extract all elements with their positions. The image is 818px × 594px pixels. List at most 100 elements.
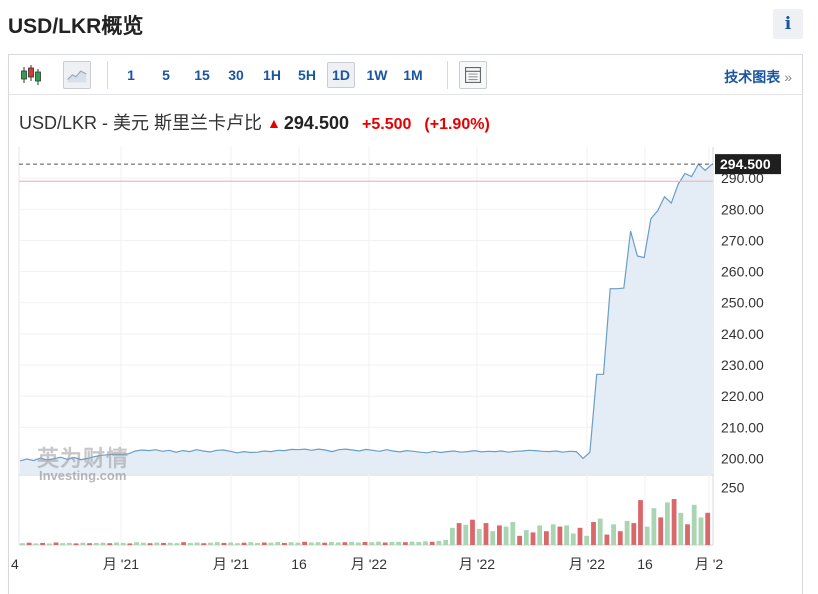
y-tick-label: 270.00 — [721, 232, 764, 248]
volume-bar — [503, 526, 509, 545]
period-button-1[interactable]: 1 — [127, 67, 135, 83]
x-tick-label: 月 '21 — [213, 556, 249, 572]
volume-bar — [221, 542, 227, 545]
volume-bar — [154, 542, 160, 545]
volume-bar — [161, 542, 166, 545]
period-button-1d[interactable]: 1D — [327, 62, 355, 88]
volume-bar — [570, 533, 576, 545]
x-tick-label: 月 '22 — [351, 556, 387, 572]
candlestick-chart-icon[interactable] — [17, 61, 45, 89]
last-price: 294.500 — [283, 113, 349, 133]
volume-bar — [463, 524, 469, 545]
x-tick-label: 16 — [637, 556, 653, 572]
volume-bar — [396, 541, 401, 545]
volume-bar — [557, 526, 563, 545]
volume-bar — [456, 523, 462, 545]
volume-bar — [362, 542, 368, 545]
toolbar-separator — [447, 61, 448, 89]
price-area — [20, 164, 712, 474]
volume-bar — [20, 543, 25, 545]
volume-bar — [40, 542, 45, 545]
volume-bar — [490, 531, 496, 545]
tech-chart-link[interactable]: 技术图表» — [724, 67, 792, 87]
x-tick-label: 月 '22 — [569, 556, 605, 572]
period-button-5[interactable]: 5 — [162, 67, 170, 83]
y-tick-label: 280.00 — [721, 201, 764, 217]
volume-bar — [564, 525, 569, 545]
info-button[interactable]: i — [773, 9, 803, 39]
volume-bar — [100, 542, 106, 545]
volume-bar — [671, 499, 677, 545]
volume-bar — [450, 527, 455, 546]
volume-bar — [167, 542, 173, 545]
volume-bar — [342, 542, 348, 545]
volume-bar — [665, 502, 670, 545]
volume-bar — [611, 524, 616, 545]
volume-bar — [638, 500, 643, 545]
volume-bar — [604, 534, 610, 545]
tech-chart-label: 技术图表 — [724, 69, 781, 85]
last-price-tag-label: 294.500 — [720, 156, 771, 172]
volume-bar — [577, 527, 583, 546]
volume-bar — [376, 541, 381, 546]
volume-bar — [624, 520, 630, 545]
period-button-1h[interactable]: 1H — [263, 67, 281, 83]
quote-line: USD/LKR - 美元 斯里兰卡卢比 ▲ 294.500 +5.500 (+1.… — [19, 109, 498, 135]
volume-bar — [429, 541, 435, 545]
period-button-1m[interactable]: 1M — [403, 67, 423, 83]
volume-bar — [369, 542, 375, 545]
price-chart[interactable]: 200.00 210.00 220.00 230.00 240.00 250.00 260.… — [9, 55, 802, 589]
price-line — [19, 163, 713, 462]
table-view-icon[interactable] — [459, 61, 487, 89]
volume-bar — [114, 542, 119, 545]
volume-bar — [651, 508, 657, 545]
volume-bar — [617, 531, 623, 545]
volume-bar — [140, 542, 146, 545]
volume-bar — [241, 542, 247, 545]
period-button-30[interactable]: 30 — [228, 67, 244, 83]
volume-bar — [409, 541, 415, 546]
volume-bar — [644, 526, 650, 545]
volume-bar — [483, 523, 489, 545]
watermark-cn: 英为财情 — [37, 446, 130, 471]
volume-bar — [282, 542, 287, 545]
chart-widget: 1 5 15 30 1H 5H 1D 1W 1M 技术图表» USD/LKR - 美元 斯里兰卡… — [8, 54, 803, 594]
volume-bar — [537, 525, 543, 545]
volume-bar — [510, 522, 516, 545]
volume-bar — [308, 542, 314, 545]
volume-tick-label: 250 — [721, 480, 745, 496]
period-button-1w[interactable]: 1W — [366, 67, 388, 83]
volume-bar — [349, 541, 354, 545]
page-title: USD/LKR概览 — [8, 15, 144, 38]
y-tick-label: 290.00 — [721, 170, 764, 186]
y-tick-label: 220.00 — [721, 388, 764, 404]
volume-bar — [261, 542, 267, 545]
area-chart-icon[interactable] — [63, 61, 91, 89]
period-button-15[interactable]: 15 — [194, 67, 210, 83]
up-arrow-icon: ▲ — [267, 115, 281, 131]
volume-bar — [127, 543, 133, 545]
volume-bar — [658, 517, 664, 545]
volume-bar — [214, 542, 220, 545]
volume-bar — [268, 542, 274, 545]
last-price-tag — [715, 154, 781, 175]
instrument-name: USD/LKR - 美元 斯里兰卡卢比 — [19, 113, 263, 133]
volume-bar — [517, 535, 522, 545]
volume-bar — [389, 542, 395, 545]
volume-bar — [134, 542, 139, 545]
volume-bar — [631, 523, 637, 545]
period-button-5h[interactable]: 5H — [298, 67, 316, 83]
volume-bar — [523, 530, 529, 546]
y-tick-label: 200.00 — [721, 450, 764, 466]
y-tick-label: 260.00 — [721, 264, 764, 280]
volume-bar — [255, 542, 260, 545]
volume-bar — [355, 542, 361, 545]
volume-bar — [497, 525, 502, 545]
volume-bar — [315, 542, 321, 545]
x-tick-label: 月 '22 — [459, 556, 495, 572]
volume-bar — [67, 542, 72, 545]
x-tick-label: 月 '2 — [695, 556, 724, 572]
volume-bar — [60, 543, 66, 545]
volume-bar — [382, 542, 388, 545]
volume-bar — [120, 542, 126, 545]
